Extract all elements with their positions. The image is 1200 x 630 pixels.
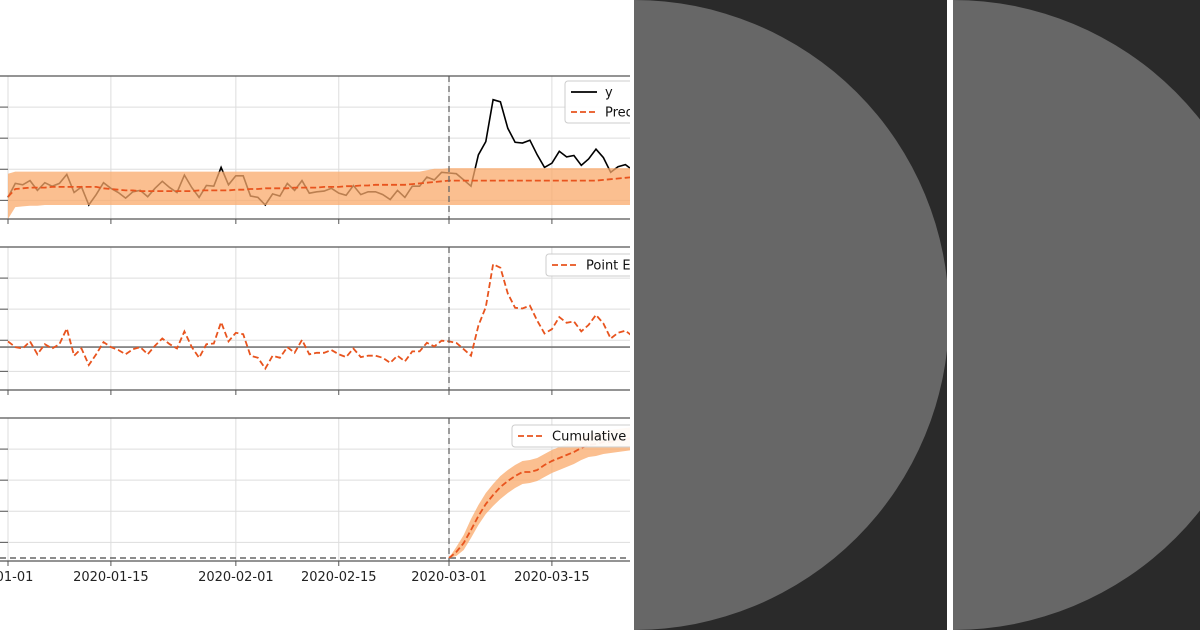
panel-original: y Pred bbox=[0, 75, 634, 224]
overlay-graphic bbox=[634, 0, 1200, 630]
interval-band-pred bbox=[8, 168, 630, 219]
overlay-half-disc-right bbox=[953, 0, 1200, 630]
legend-label: Pred bbox=[605, 106, 634, 121]
legend-box bbox=[511, 424, 630, 448]
chart-panels: y Pred Point E Cumulative E 0-01-01 2020-01-1… bbox=[0, 75, 685, 585]
series-line-cumulative-e bbox=[448, 437, 630, 559]
x-tick-label: 0-01-01 bbox=[0, 570, 33, 585]
legend-cumulative: Cumulative E bbox=[511, 424, 639, 448]
x-tick-label: 2020-02-15 bbox=[301, 570, 377, 585]
x-tick-label: 2020-03-15 bbox=[514, 570, 590, 585]
legend-original: y Pred bbox=[564, 80, 634, 124]
x-tick-label: 2020-01-15 bbox=[73, 570, 149, 585]
legend-label: Cumulative E bbox=[552, 430, 639, 445]
panel-pointwise: Point E bbox=[0, 246, 631, 395]
series-line-point-e bbox=[7, 262, 630, 371]
x-tick-label: 2020-02-01 bbox=[198, 570, 274, 585]
overlay-divider bbox=[947, 0, 953, 630]
legend-label: Point E bbox=[586, 259, 631, 274]
legend-pointwise: Point E bbox=[545, 253, 631, 277]
legend-label: y bbox=[605, 86, 613, 101]
x-tick-label: 2020-03-01 bbox=[411, 570, 487, 585]
overlay-half-disc-left bbox=[634, 0, 947, 630]
legend-box bbox=[545, 253, 630, 277]
series-line-pred bbox=[7, 176, 630, 198]
panel-cumulative: Cumulative E bbox=[0, 417, 639, 566]
